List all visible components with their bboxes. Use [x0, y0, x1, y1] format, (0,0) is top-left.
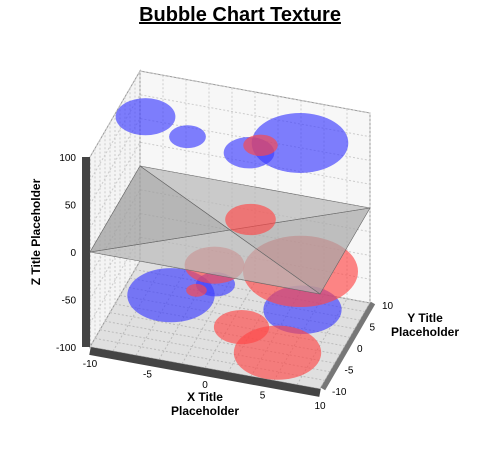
y-axis-bar [320, 301, 376, 391]
wall-gridline [89, 260, 371, 348]
z-axis-title: Z Title Placeholder [29, 178, 43, 285]
floor-gridline [134, 269, 366, 313]
floor-gridline [319, 302, 371, 390]
red-bubble [225, 203, 276, 236]
z-tick-label: -50 [62, 296, 77, 307]
y-axis-title: Y Title Placeholder [391, 311, 459, 339]
y-tick-label: 0 [357, 344, 363, 355]
z-tick-label: 100 [59, 153, 76, 164]
y-tick-label: 10 [382, 301, 394, 312]
x-tick-label: -10 [83, 359, 98, 370]
red-bubble [213, 309, 270, 345]
x-tick-label: 0 [202, 380, 208, 391]
wall-gridline [89, 141, 371, 229]
z-tick-label: 50 [65, 201, 77, 212]
wall-gridline [89, 236, 371, 324]
floor-gridline [129, 277, 361, 321]
y-tick-label: -5 [345, 366, 354, 377]
floor-gridline [99, 329, 331, 373]
red-bubble [186, 283, 207, 297]
x-axis-bar [89, 347, 321, 397]
z-tick-label: 0 [70, 248, 76, 259]
y-tick-label: 5 [370, 323, 376, 334]
x-tick-label: -5 [143, 370, 152, 381]
wall-gridline [89, 117, 371, 205]
bubbles-above-surface [115, 98, 349, 236]
wall-gridline [89, 70, 371, 158]
red-bubble [243, 134, 278, 156]
blue-bubble [115, 98, 176, 136]
x-tick-label: 5 [260, 391, 266, 402]
x-tick-label: 10 [314, 401, 326, 412]
wall-gridline [89, 94, 371, 182]
x-axis-title: X Title Placeholder [171, 390, 239, 418]
surface-plane [89, 165, 371, 295]
y-tick-label: -10 [332, 387, 347, 398]
floor-gridline [124, 286, 356, 330]
wall-gridline [89, 212, 371, 300]
chart-title: Bubble Chart Texture [139, 4, 341, 26]
blue-bubble [127, 268, 215, 323]
blue-bubble [251, 113, 349, 173]
surface-facet [89, 165, 231, 253]
blue-bubble [169, 125, 206, 149]
z-tick-label: -100 [56, 343, 76, 354]
